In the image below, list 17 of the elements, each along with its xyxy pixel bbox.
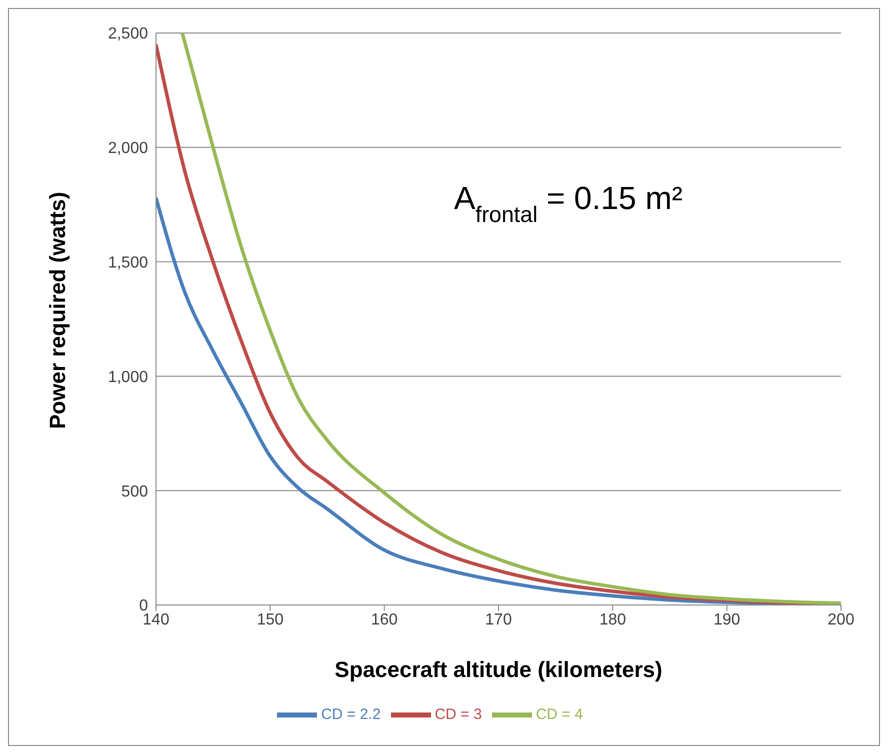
y-tick-label: 1,000 (108, 368, 148, 386)
legend-label: CD = 2.2 (321, 706, 381, 723)
x-tick-label: 190 (713, 611, 740, 628)
x-tick-label: 200 (828, 611, 854, 628)
x-tick-label: 150 (256, 611, 284, 628)
legend-label: CD = 4 (536, 706, 583, 723)
legend-label: CD = 3 (434, 706, 482, 723)
y-tick-label: 2,000 (108, 140, 148, 158)
y-axis-title: Power required (watts) (44, 192, 70, 429)
annotation: A$_{frontal}$ = 0.15 m² (454, 180, 683, 226)
y-tick-label: 2,500 (108, 26, 148, 43)
x-tick-label: 160 (370, 611, 398, 628)
x-axis-title: Spacecraft altitude (kilometers) (334, 657, 662, 682)
y-tick-label: 500 (121, 483, 148, 500)
y-tick-label: 1,500 (108, 254, 148, 272)
x-tick-label: 170 (485, 611, 512, 628)
x-tick-label: 180 (599, 611, 626, 628)
